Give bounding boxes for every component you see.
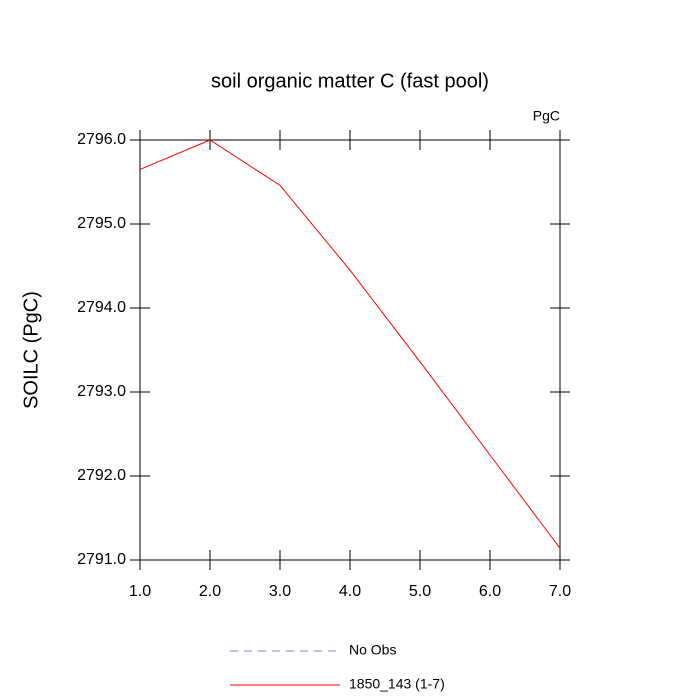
x-tick-label: 4.0 bbox=[339, 583, 361, 600]
y-axis-label: SOILC (PgC) bbox=[20, 291, 42, 409]
chart-title: soil organic matter C (fast pool) bbox=[211, 70, 489, 92]
x-tick-label: 1.0 bbox=[129, 583, 151, 600]
y-tick-label: 2791.0 bbox=[77, 551, 126, 568]
x-tick-label: 2.0 bbox=[199, 583, 221, 600]
y-tick-label: 2795.0 bbox=[77, 215, 126, 232]
y-tick-label: 2794.0 bbox=[77, 299, 126, 316]
data-line bbox=[139, 139, 561, 549]
x-tick-label: 5.0 bbox=[409, 583, 431, 600]
y-tick-label: 2796.0 bbox=[77, 131, 126, 148]
x-tick-label: 7.0 bbox=[549, 583, 571, 600]
y-tick-label: 2793.0 bbox=[77, 383, 126, 400]
units-annotation: PgC bbox=[533, 108, 560, 124]
x-tick-label: 6.0 bbox=[479, 583, 501, 600]
legend-label: No Obs bbox=[349, 642, 396, 658]
y-tick-label: 2792.0 bbox=[77, 467, 126, 484]
legend-label: 1850_143 (1-7) bbox=[349, 676, 445, 692]
plot-frame bbox=[139, 139, 561, 561]
x-tick-label: 3.0 bbox=[269, 583, 291, 600]
